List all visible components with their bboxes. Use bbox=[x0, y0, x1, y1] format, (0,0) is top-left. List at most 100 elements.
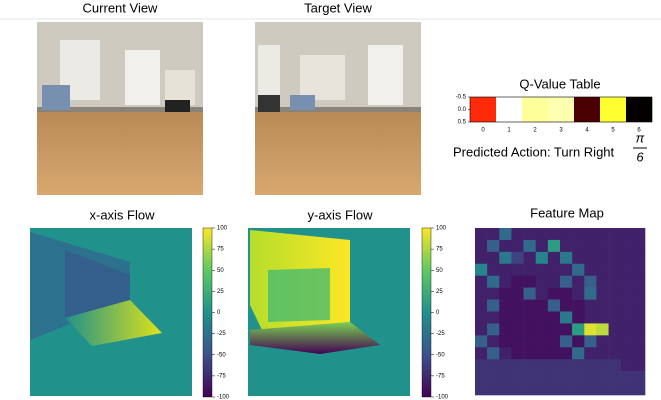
feature-cell bbox=[499, 359, 512, 372]
feature-cell bbox=[535, 287, 549, 300]
feature-cell bbox=[608, 383, 622, 396]
colorbar-tick-label: -50 bbox=[436, 352, 445, 358]
feature-cell bbox=[572, 335, 585, 348]
q-cell bbox=[600, 97, 626, 122]
feature-cell bbox=[487, 263, 500, 277]
colorbar-tick-label: 100 bbox=[217, 226, 228, 232]
colorbar-tick-label: -50 bbox=[217, 352, 226, 358]
feature-cell bbox=[632, 251, 646, 265]
feature-cell bbox=[596, 323, 609, 336]
feature-cell bbox=[487, 299, 500, 312]
feature-cell bbox=[535, 347, 549, 360]
feature-cell bbox=[572, 359, 585, 372]
feature-cell bbox=[632, 371, 646, 384]
feature-cell bbox=[535, 239, 549, 253]
feature-cell bbox=[584, 323, 597, 336]
feature-cell bbox=[511, 383, 524, 396]
feature-cell bbox=[596, 263, 609, 277]
y-flow-image bbox=[248, 228, 410, 396]
feature-cell bbox=[632, 228, 646, 241]
feature-cell bbox=[584, 263, 597, 277]
x-tick-label: 6 bbox=[637, 128, 641, 134]
feature-cell bbox=[632, 383, 646, 396]
feature-cell bbox=[535, 251, 549, 265]
feature-cell bbox=[499, 275, 512, 288]
panel-title: Target View bbox=[304, 0, 372, 15]
feature-cell bbox=[511, 228, 524, 241]
feature-cell bbox=[547, 335, 561, 348]
feature-cell bbox=[535, 299, 549, 312]
feature-cell bbox=[632, 239, 646, 253]
feature-cell bbox=[584, 383, 597, 396]
feature-cell bbox=[511, 359, 524, 372]
colorbar-tick-label: 50 bbox=[217, 268, 224, 274]
feature-cell bbox=[487, 347, 500, 360]
feature-cell bbox=[547, 299, 561, 312]
feature-cell bbox=[584, 228, 597, 241]
feature-cell bbox=[511, 263, 524, 277]
feature-cell bbox=[620, 323, 634, 336]
feature-cell bbox=[560, 239, 573, 253]
feature-cell bbox=[523, 239, 537, 253]
feature-cell bbox=[487, 287, 500, 300]
feature-cell bbox=[475, 228, 488, 241]
feature-cell bbox=[523, 383, 537, 396]
panel-title: Feature Map bbox=[530, 205, 604, 220]
panel-title: x-axis Flow bbox=[89, 207, 155, 222]
feature-cell bbox=[499, 371, 512, 384]
feature-cell bbox=[560, 383, 573, 396]
feature-cell bbox=[499, 263, 512, 277]
feature-cell bbox=[596, 228, 609, 241]
feature-cell bbox=[632, 323, 646, 336]
feature-cell bbox=[499, 311, 512, 324]
feature-cell bbox=[523, 228, 537, 241]
x-tick-label: 0 bbox=[481, 128, 485, 134]
feature-cell bbox=[572, 287, 585, 300]
table-title: Q-Value Table bbox=[519, 76, 600, 91]
target-view-image bbox=[255, 22, 421, 195]
feature-cell bbox=[608, 359, 622, 372]
feature-cell bbox=[596, 359, 609, 372]
x-tick-label: 3 bbox=[559, 128, 563, 134]
feature-cell bbox=[560, 359, 573, 372]
feature-cell bbox=[535, 311, 549, 324]
feature-cell bbox=[523, 275, 537, 288]
feature-cell bbox=[596, 239, 609, 253]
feature-cell bbox=[572, 347, 585, 360]
feature-cell bbox=[560, 275, 573, 288]
feature-cell bbox=[596, 335, 609, 348]
feature-cell bbox=[547, 311, 561, 324]
feature-cell bbox=[584, 359, 597, 372]
feature-cell bbox=[511, 335, 524, 348]
feature-cell bbox=[620, 228, 634, 241]
feature-cell bbox=[535, 275, 549, 288]
feature-cell bbox=[560, 287, 573, 300]
feature-cell bbox=[560, 371, 573, 384]
feature-cell bbox=[596, 299, 609, 312]
feature-cell bbox=[475, 239, 488, 253]
feature-cell bbox=[560, 323, 573, 336]
feature-cell bbox=[511, 299, 524, 312]
feature-cell bbox=[572, 275, 585, 288]
feature-cell bbox=[547, 323, 561, 336]
feature-cell bbox=[511, 371, 524, 384]
colorbar-tick-label: -100 bbox=[436, 395, 449, 400]
feature-cell bbox=[596, 287, 609, 300]
q-cell bbox=[522, 97, 548, 122]
y-tick-label: -0.5 bbox=[456, 95, 467, 101]
feature-cell bbox=[584, 311, 597, 324]
colorbar bbox=[421, 227, 432, 398]
feature-cell bbox=[499, 287, 512, 300]
colorbar-tick-label: 0 bbox=[436, 310, 440, 316]
feature-cell bbox=[584, 335, 597, 348]
feature-cell bbox=[560, 335, 573, 348]
feature-cell bbox=[511, 311, 524, 324]
predicted-action: Predicted Action: Turn Right bbox=[453, 144, 615, 159]
feature-cell bbox=[632, 275, 646, 288]
feature-cell bbox=[560, 347, 573, 360]
feature-cell bbox=[572, 228, 585, 241]
feature-cell bbox=[620, 275, 634, 288]
feature-cell bbox=[511, 275, 524, 288]
feature-cell bbox=[560, 299, 573, 312]
q-cell bbox=[574, 97, 600, 122]
